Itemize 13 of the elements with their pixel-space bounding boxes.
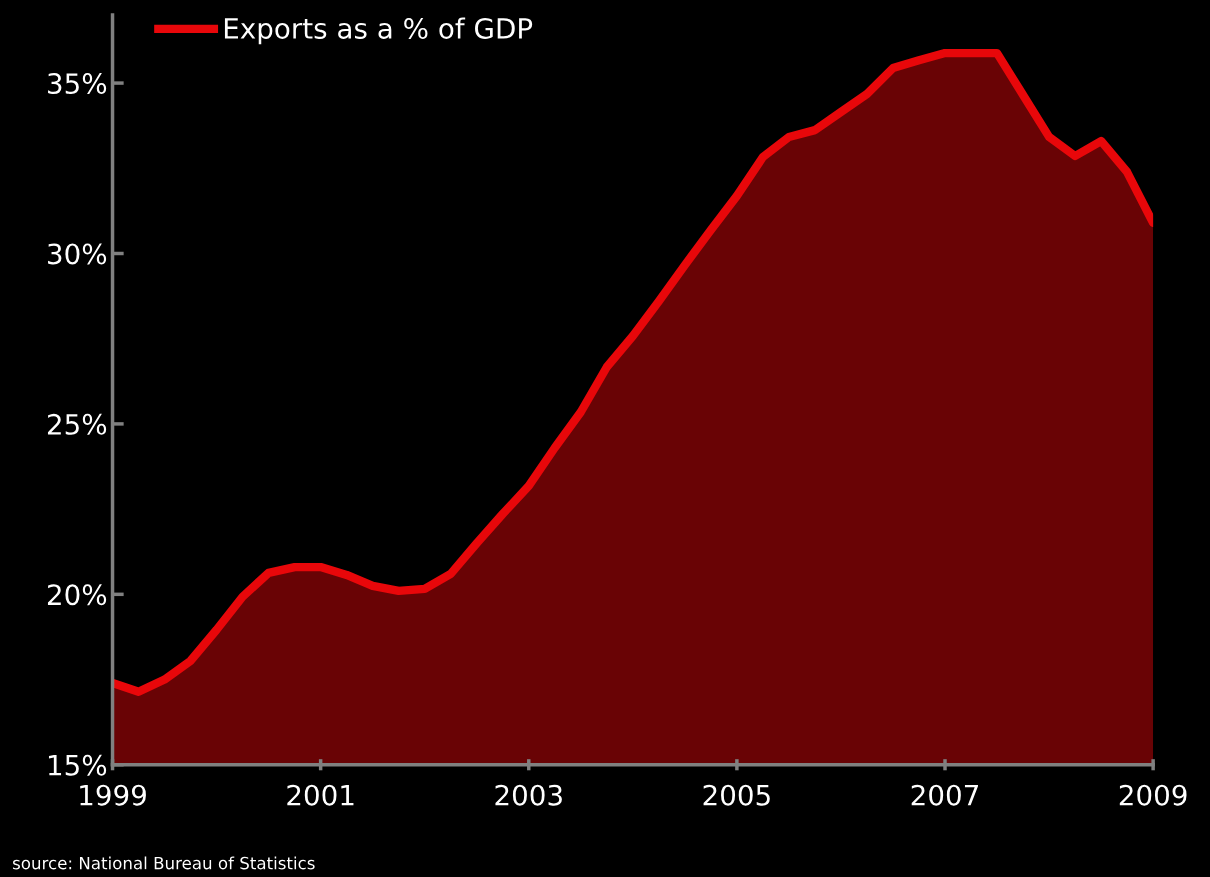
- y-tick-label: 15%: [48, 754, 107, 776]
- x-tick-label: 2005: [703, 784, 770, 806]
- legend-label: Exports as a % of GDP: [224, 17, 533, 45]
- source-note: source: National Bureau of Statistics: [13, 856, 315, 870]
- x-tick-label: 2009: [1119, 784, 1187, 806]
- x-tick-label: 2001: [287, 784, 354, 806]
- y-tick-label: 35%: [48, 73, 107, 95]
- x-tick-label: 2003: [495, 784, 562, 806]
- y-tick-label: 20%: [47, 584, 107, 606]
- x-tick-label: 1999: [80, 784, 146, 806]
- y-tick-label: 25%: [47, 413, 107, 435]
- y-tick-label: 30%: [48, 243, 107, 265]
- x-tick-label: 2007: [911, 784, 978, 806]
